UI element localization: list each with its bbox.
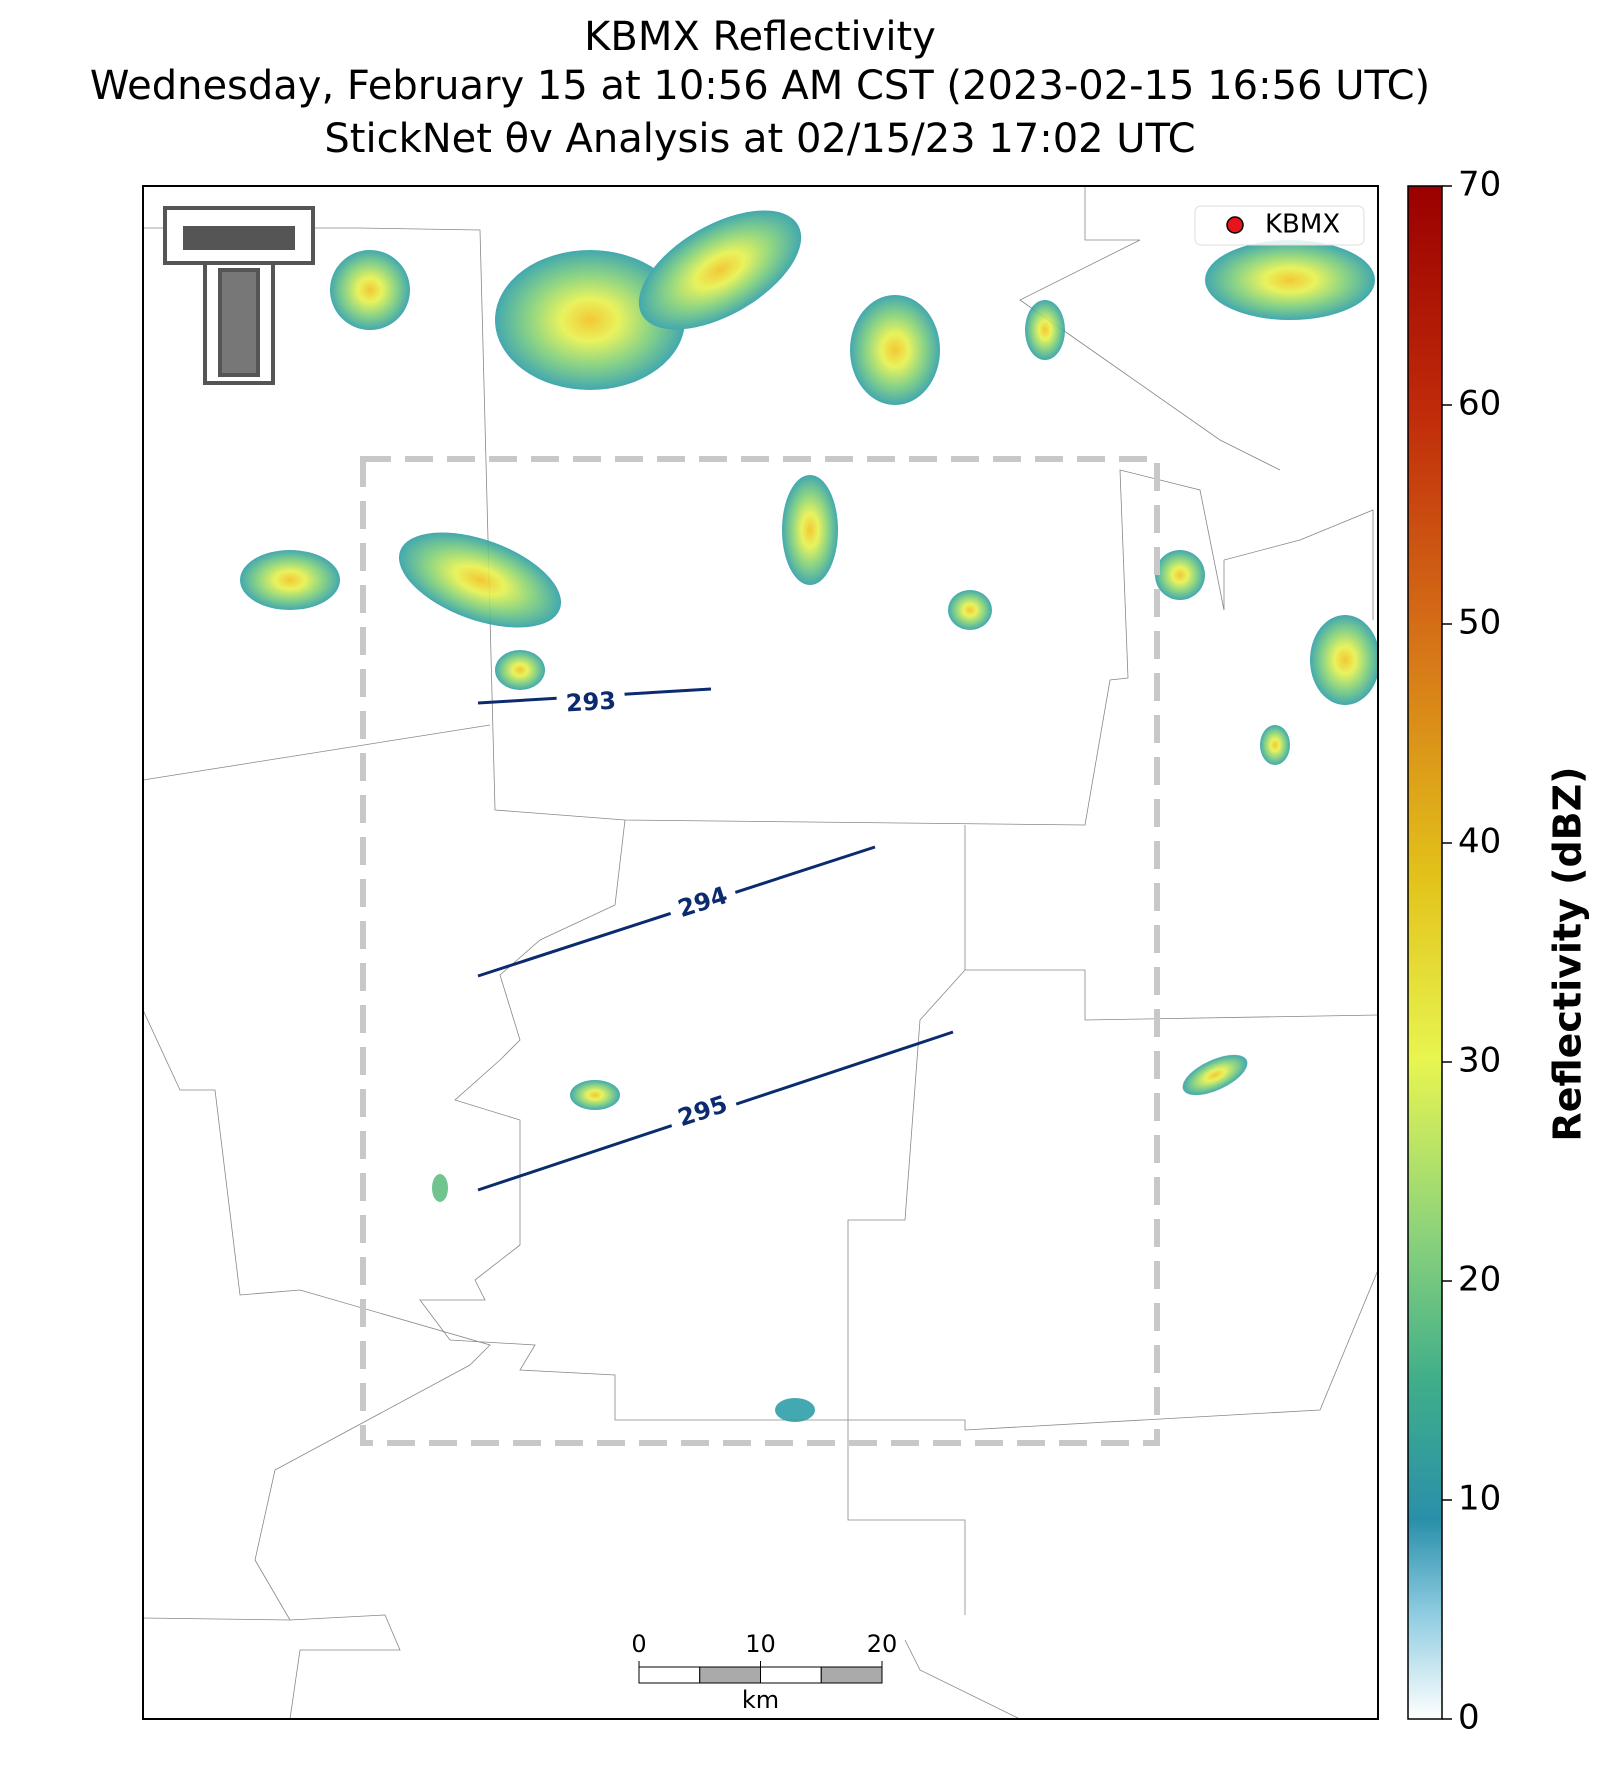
scale-segment	[760, 1666, 822, 1684]
county-lines	[143, 186, 1378, 1719]
contour-label: 293	[565, 687, 617, 718]
legend-marker	[1226, 216, 1244, 234]
colorbar-tick-label: 70	[1458, 165, 1501, 205]
title-line: KBMX Reflectivity	[584, 14, 936, 60]
colorbar-tick-label: 30	[1458, 1041, 1501, 1081]
scale-segment	[699, 1666, 761, 1684]
legend-label: KBMX	[1265, 210, 1340, 240]
scale-tick-label: 10	[745, 1630, 776, 1658]
colorbar-label: Reflectivity (dBZ)	[1546, 766, 1590, 1141]
ttu-logo	[163, 206, 315, 385]
contour-label-bg	[556, 686, 626, 720]
title-line: Wednesday, February 15 at 10:56 AM CST (…	[90, 63, 1430, 109]
colorbar	[1407, 185, 1443, 1720]
scale-bar: 0 10 20 km	[631, 1630, 897, 1714]
map-frame	[142, 185, 1379, 1720]
colorbar-tick-label: 60	[1458, 384, 1501, 424]
colorbar-ticks: 0 10 20 30 40 50 60 70	[1442, 165, 1501, 1738]
colorbar-tick-label: 20	[1458, 1260, 1501, 1300]
legend: KBMX	[1194, 205, 1365, 246]
map-background	[143, 186, 1378, 1719]
colorbar-tick-label: 40	[1458, 822, 1501, 862]
colorbar-tick-label: 0	[1458, 1698, 1480, 1738]
contour-label-bg	[666, 879, 740, 927]
scale-segment	[638, 1666, 701, 1684]
scale-unit: km	[742, 1686, 779, 1714]
colorbar-tick-label: 10	[1458, 1479, 1501, 1519]
scale-tick-label: 0	[631, 1630, 646, 1658]
radar-echoes	[240, 210, 1378, 1422]
colorbar-tick-label: 50	[1458, 603, 1501, 643]
legend-box	[1194, 205, 1365, 246]
contour-label-bg	[666, 1087, 740, 1137]
title-line: StickNet θv Analysis at 02/15/23 17:02 U…	[324, 116, 1195, 162]
scale-segment	[820, 1666, 883, 1684]
scale-tick-label: 20	[867, 1630, 898, 1658]
analysis-domain-box	[360, 456, 1160, 1446]
